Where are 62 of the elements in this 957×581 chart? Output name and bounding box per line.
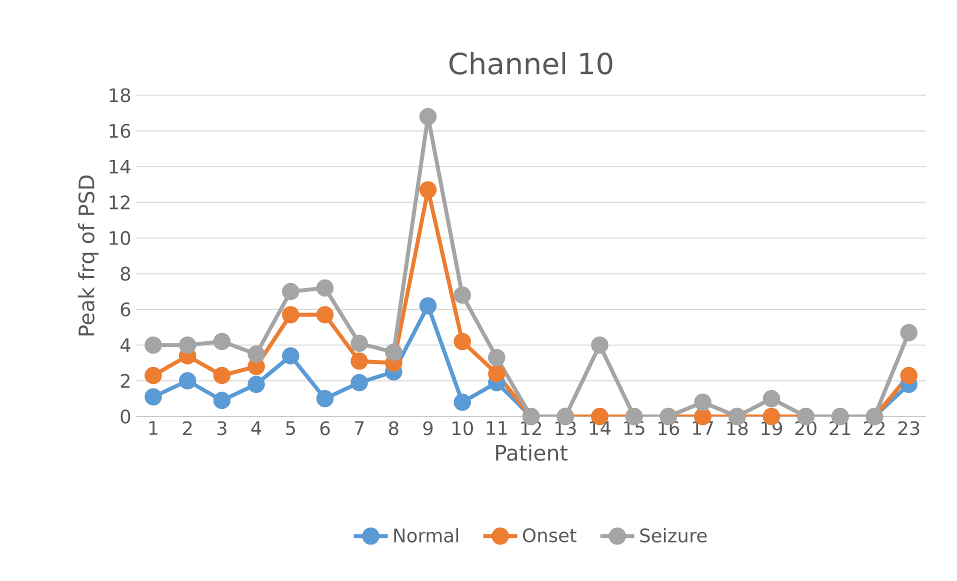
point — [900, 324, 918, 342]
point — [248, 345, 265, 363]
point — [213, 332, 231, 350]
x-tick-label: 4 — [251, 421, 262, 435]
point — [900, 366, 918, 384]
y-tick-label: 10 — [110, 231, 130, 246]
x-tick-label: 5 — [286, 421, 295, 436]
point — [248, 376, 265, 394]
y-tick-label: 4 — [120, 338, 130, 352]
x-tick-label: 10 — [452, 421, 473, 436]
point — [694, 394, 712, 411]
x-tick-label: 6 — [320, 421, 330, 436]
point — [213, 392, 231, 410]
point — [350, 352, 368, 370]
y-tick-label: 18 — [110, 88, 130, 102]
point — [144, 336, 162, 354]
point — [488, 365, 506, 382]
x-tick-label: 9 — [423, 421, 433, 436]
point — [316, 390, 334, 408]
point — [316, 306, 334, 324]
chart-title: Channel 10 — [449, 52, 612, 75]
point — [350, 374, 368, 392]
point — [144, 366, 162, 384]
y-tick-label: 16 — [110, 124, 130, 138]
y-tick-label: 6 — [120, 302, 130, 316]
x-tick-label: 14 — [590, 421, 611, 435]
x-tick-label: 8 — [389, 421, 398, 436]
x-axis-title: Patient — [496, 444, 568, 461]
x-tick-label: 1 — [149, 421, 158, 435]
point — [385, 344, 402, 361]
point — [454, 332, 471, 350]
y-axis-title: Peak frq of PSD — [78, 176, 99, 336]
y-tick-label: 8 — [120, 266, 130, 281]
x-tick-label: 2 — [183, 421, 192, 436]
point — [488, 349, 506, 366]
x-tick-label: 11 — [486, 421, 507, 435]
point — [178, 372, 196, 390]
x-tick-label: 7 — [354, 421, 364, 435]
point — [282, 347, 300, 364]
point — [419, 297, 437, 315]
point — [762, 390, 780, 408]
y-tick-label: 2 — [120, 374, 130, 388]
y-tick-label: 0 — [120, 409, 130, 424]
point — [454, 394, 471, 411]
point — [144, 388, 162, 406]
point — [178, 336, 196, 354]
x-tick-label: 23 — [898, 421, 920, 436]
point — [591, 336, 608, 354]
point — [316, 279, 334, 297]
legend-label: Normal — [394, 528, 458, 543]
point — [213, 366, 231, 384]
point — [454, 286, 471, 304]
point — [282, 282, 300, 300]
point — [419, 181, 437, 198]
point — [282, 306, 300, 324]
point — [419, 108, 437, 126]
x-tick-label: 3 — [217, 421, 226, 436]
legend-label: Onset — [522, 528, 576, 542]
point — [350, 334, 368, 352]
y-tick-label: 12 — [110, 195, 130, 210]
y-tick-label: 14 — [110, 160, 130, 174]
legend-label: Seizure — [640, 528, 707, 543]
